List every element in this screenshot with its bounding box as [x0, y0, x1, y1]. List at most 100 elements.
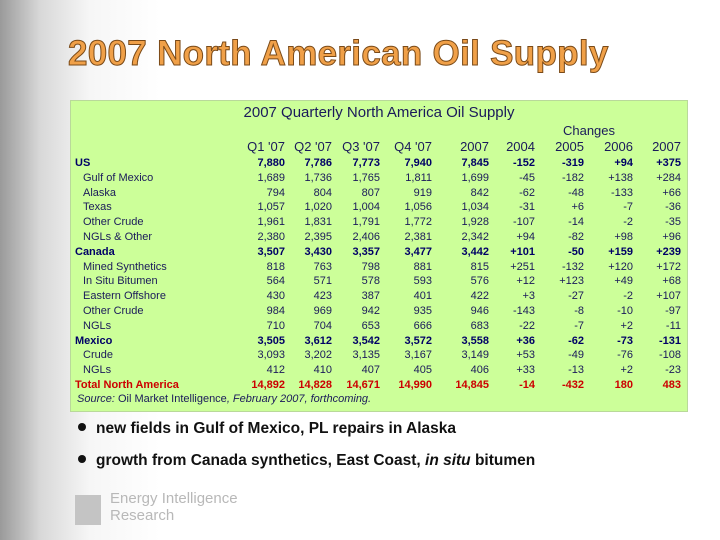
cell: -48	[568, 186, 584, 199]
cell: 3,477	[404, 245, 432, 258]
cell: +94	[516, 231, 535, 243]
bullet-text: growth from Canada synthetics, East Coas…	[96, 452, 426, 469]
cell: -97	[665, 305, 681, 317]
cell: 3,357	[352, 245, 380, 258]
cell: -133	[610, 186, 633, 199]
cell: 14,828	[298, 379, 332, 391]
column-header: Q2 '07	[294, 139, 332, 154]
cell: 683	[470, 319, 489, 332]
cell: -131	[658, 334, 681, 347]
bullet-text: new fields in Gulf of Mexico, PL repairs…	[96, 420, 457, 437]
cell: 1,736	[304, 171, 332, 184]
cell: 1,004	[352, 201, 380, 214]
bullet-text: in situ	[425, 452, 471, 469]
cell: 2,406	[352, 231, 380, 243]
cell: 3,135	[352, 349, 380, 362]
cell: -13	[568, 364, 584, 377]
column-header: Q3 '07	[342, 139, 380, 154]
cell: 3,505	[257, 334, 285, 347]
cell: -152	[512, 157, 535, 169]
cell: -132	[561, 260, 584, 273]
cell: -36	[665, 201, 681, 214]
source-part: , February 2007, forthcoming.	[226, 393, 372, 405]
cell: 1,057	[257, 201, 285, 214]
cell: +36	[516, 334, 535, 347]
cell: -2	[623, 216, 633, 229]
slide-title: 2007 North American Oil Supply	[68, 34, 609, 74]
cell: 818	[266, 260, 285, 273]
cell: 1,928	[461, 216, 489, 229]
cell: 3,149	[461, 349, 489, 362]
table: 2007 Quarterly North America Oil Supply …	[70, 100, 688, 412]
cell: -11	[665, 319, 681, 332]
cell: -8	[574, 305, 584, 317]
cell: -62	[519, 186, 535, 199]
column-header: 2005	[555, 139, 584, 154]
row-label: NGLs	[83, 319, 112, 332]
cell: -319	[561, 157, 584, 169]
cell: -22	[519, 319, 535, 332]
cell: 3,612	[304, 334, 332, 347]
cell: -107	[512, 216, 535, 229]
cell: 804	[313, 186, 332, 199]
cell: -73	[617, 334, 633, 347]
column-header: Q1 '07	[247, 139, 285, 154]
bullet: new fields in Gulf of Mexico, PL repairs…	[78, 420, 456, 438]
logo-text: Research	[110, 507, 175, 524]
cell: 387	[361, 290, 380, 303]
cell: 14,990	[398, 379, 432, 391]
cell: 763	[313, 260, 332, 273]
cell: 798	[361, 260, 380, 273]
column-header: 2006	[604, 139, 633, 154]
row-label: Mexico	[75, 334, 113, 347]
cell: 1,772	[404, 216, 432, 229]
cell: +159	[608, 245, 633, 258]
logo: Energy Intelligence Research	[110, 490, 238, 524]
source-part: Oil Market Intelligence	[114, 393, 227, 405]
row-label: Total North America	[75, 379, 179, 391]
cell: 412	[266, 364, 285, 377]
cell: 7,786	[304, 157, 332, 169]
source-part: Source:	[77, 393, 115, 405]
cell: +49	[614, 275, 633, 288]
logo-text: Energy Intelligence	[110, 490, 238, 507]
column-header: Q4 '07	[394, 139, 432, 154]
cell: -62	[568, 334, 584, 347]
cell: +33	[516, 364, 535, 377]
row-label: Canada	[75, 245, 115, 258]
cell: +107	[656, 290, 681, 303]
cell: 564	[266, 275, 285, 288]
cell: -14	[519, 379, 535, 391]
cell: 1,811	[405, 171, 432, 184]
cell: 1,791	[352, 216, 380, 229]
cell: -108	[658, 349, 681, 362]
cell: 407	[361, 364, 380, 377]
source: Source: Oil Market Intelligence, Februar…	[77, 393, 371, 405]
cell: 430	[266, 290, 285, 303]
cell: -50	[568, 245, 584, 258]
cell: 1,831	[304, 216, 332, 229]
cell: 401	[413, 290, 432, 303]
cell: +98	[614, 231, 633, 243]
cell: 578	[361, 275, 380, 288]
cell: 2,342	[461, 231, 489, 243]
cell: 483	[662, 379, 681, 391]
cell: +239	[656, 245, 681, 258]
cell: -35	[665, 216, 681, 229]
cell: +101	[510, 245, 535, 258]
cell: +2	[620, 364, 633, 377]
group-header: Changes	[562, 123, 616, 138]
cell: 942	[361, 305, 380, 317]
cell: 919	[413, 186, 432, 199]
cell: +96	[662, 231, 681, 243]
cell: 7,845	[461, 157, 489, 169]
cell: 2,395	[304, 231, 332, 243]
column-header: 2007	[460, 139, 489, 154]
cell: +251	[510, 260, 535, 273]
cell: -10	[617, 305, 633, 317]
cell: 7,940	[404, 157, 432, 169]
row-label: US	[75, 157, 91, 169]
cell: 3,167	[404, 349, 432, 362]
cell: 946	[470, 305, 489, 317]
cell: 935	[413, 305, 432, 317]
